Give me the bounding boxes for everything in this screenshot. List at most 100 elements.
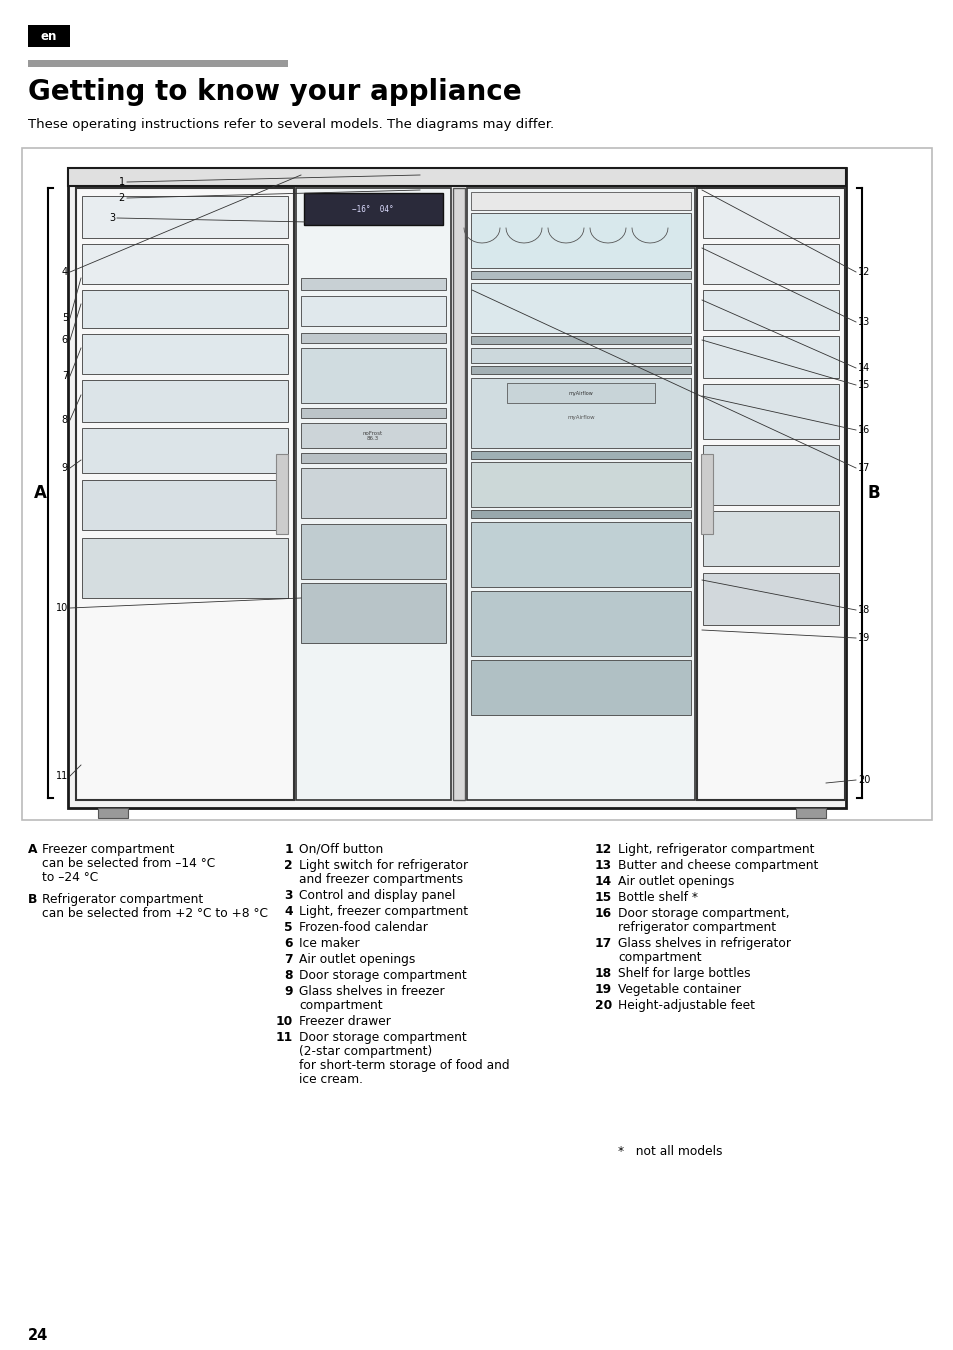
Bar [301,468,446,518]
Bar [301,278,446,290]
Bar [453,188,464,801]
Bar [471,192,690,211]
Text: 18: 18 [595,967,612,980]
Bar [702,383,838,439]
Text: 19: 19 [857,633,869,643]
Bar [702,244,838,284]
Text: 18: 18 [857,605,869,616]
Text: 4: 4 [62,267,68,277]
Text: Frozen-food calendar: Frozen-food calendar [298,921,428,934]
Text: refrigerator compartment: refrigerator compartment [618,921,776,934]
Text: 2: 2 [118,193,125,202]
Text: 2: 2 [284,859,293,872]
Text: 7: 7 [284,953,293,967]
Circle shape [455,265,462,271]
Text: en: en [41,30,57,42]
Text: 16: 16 [595,907,612,919]
Text: Door storage compartment: Door storage compartment [298,969,466,981]
Text: 13: 13 [595,859,612,872]
Text: Glass shelves in freezer: Glass shelves in freezer [298,986,444,998]
Text: A: A [33,485,47,502]
Text: compartment: compartment [618,950,700,964]
Text: 20: 20 [857,775,869,784]
Text: Shelf for large bottles: Shelf for large bottles [618,967,750,980]
Text: 12: 12 [857,267,869,277]
Bar [68,167,845,186]
Text: 9: 9 [62,463,68,472]
Text: Bottle shelf *: Bottle shelf * [618,891,698,904]
Bar [301,583,446,643]
Bar [702,446,838,505]
Text: Control and display panel: Control and display panel [298,890,455,902]
Bar [82,290,288,328]
Text: 15: 15 [857,379,869,390]
Bar [471,213,690,269]
Text: myAirflow: myAirflow [568,392,593,397]
Bar [82,539,288,598]
Text: 7: 7 [62,371,68,381]
Bar [28,26,70,47]
Bar [301,423,446,448]
Bar [275,454,288,535]
Bar [301,524,446,579]
Text: 5: 5 [62,313,68,323]
Circle shape [369,242,393,265]
Circle shape [455,344,462,352]
Text: 8: 8 [284,969,293,981]
Text: 12: 12 [594,842,612,856]
Bar [82,379,288,423]
Text: 11: 11 [275,1031,293,1044]
Text: Door storage compartment: Door storage compartment [298,1031,466,1044]
Text: A: A [28,842,37,856]
Text: can be selected from +2 °C to +8 °C: can be selected from +2 °C to +8 °C [42,907,268,919]
Bar [471,271,690,279]
Text: 24: 24 [28,1328,49,1343]
Bar [76,188,294,801]
Bar [471,522,690,587]
Text: Vegetable container: Vegetable container [618,983,740,996]
Bar [702,336,838,378]
Text: 5: 5 [284,921,293,934]
Text: 1: 1 [119,177,125,188]
Text: Butter and cheese compartment: Butter and cheese compartment [618,859,818,872]
Text: Glass shelves in refrigerator: Glass shelves in refrigerator [618,937,790,950]
Bar [301,454,446,463]
Text: ice cream.: ice cream. [298,1073,363,1085]
Bar [82,481,288,531]
Text: 3: 3 [109,213,115,223]
Text: Refrigerator compartment: Refrigerator compartment [42,892,203,906]
Text: 10: 10 [275,1015,293,1027]
Bar [471,462,690,508]
Text: 19: 19 [595,983,612,996]
Bar [301,333,446,343]
Text: Freezer compartment: Freezer compartment [42,842,174,856]
Bar [82,244,288,284]
Bar [82,333,288,374]
Text: 14: 14 [857,363,869,373]
Text: 16: 16 [857,425,869,435]
Text: 1: 1 [284,842,293,856]
Bar [98,809,128,818]
Circle shape [455,424,462,432]
Text: B: B [28,892,37,906]
Text: Getting to know your appliance: Getting to know your appliance [28,78,521,107]
Bar [702,290,838,329]
Bar [795,809,825,818]
Text: 15: 15 [594,891,612,904]
Bar [471,591,690,656]
Text: Light, refrigerator compartment: Light, refrigerator compartment [618,842,814,856]
Text: Air outlet openings: Air outlet openings [618,875,734,888]
Text: 20: 20 [594,999,612,1012]
Bar [471,284,690,333]
Bar [702,572,838,625]
Text: Air outlet openings: Air outlet openings [298,953,415,967]
Text: 6: 6 [284,937,293,950]
Text: compartment: compartment [298,999,382,1012]
Text: 4: 4 [284,904,293,918]
Text: for short-term storage of food and: for short-term storage of food and [298,1058,509,1072]
Bar [702,196,838,238]
Bar [295,188,451,801]
Text: On/Off button: On/Off button [298,842,383,856]
Bar [467,188,695,801]
Text: Height-adjustable feet: Height-adjustable feet [618,999,754,1012]
